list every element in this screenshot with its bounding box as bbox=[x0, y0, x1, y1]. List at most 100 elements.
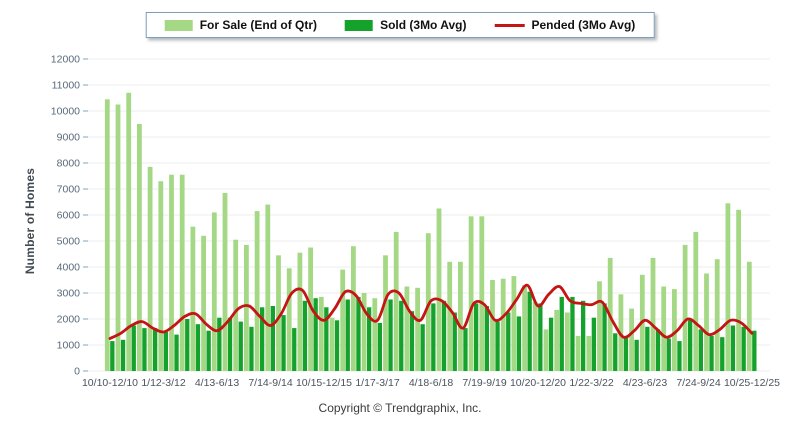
sold-bar bbox=[655, 329, 661, 371]
forsale-bar bbox=[351, 246, 356, 371]
sold-bar bbox=[506, 312, 511, 371]
forsale-bar bbox=[211, 212, 217, 371]
sold-bar bbox=[516, 316, 522, 371]
forsale-bar bbox=[511, 276, 517, 371]
pended-line bbox=[108, 283, 754, 340]
sold-bar bbox=[120, 339, 126, 371]
forsale-bar bbox=[415, 287, 420, 371]
sold-bar bbox=[570, 296, 575, 371]
forsale-bar bbox=[704, 273, 709, 371]
forsale-bar bbox=[179, 174, 185, 371]
forsale-bar bbox=[244, 244, 249, 371]
y-tick-label: 10000 bbox=[51, 106, 80, 118]
legend-item-sold: Sold (3Mo Avg) bbox=[345, 18, 467, 32]
forsale-bar bbox=[468, 216, 474, 371]
x-tick-label: 10/25-12/25 bbox=[724, 377, 780, 389]
x-tick-label: 7/19-9/19 bbox=[462, 377, 507, 389]
forsale-bar bbox=[126, 92, 132, 372]
sold-bar bbox=[730, 325, 736, 371]
sold-bar bbox=[559, 296, 564, 371]
forsale-bar bbox=[436, 208, 442, 371]
sold-bar bbox=[388, 299, 393, 371]
forsale-bar bbox=[404, 286, 410, 371]
sold-swatch bbox=[345, 19, 374, 31]
sold-bar bbox=[548, 317, 554, 371]
sold-bar bbox=[131, 325, 136, 371]
sold-bar bbox=[527, 291, 532, 371]
sold-bar bbox=[623, 335, 629, 371]
forsale-bar bbox=[297, 252, 303, 371]
sold-bar bbox=[260, 307, 265, 371]
forsale-bar bbox=[682, 244, 688, 371]
sold-bar bbox=[677, 341, 682, 371]
forsale-bar bbox=[661, 286, 667, 371]
forsale-bar bbox=[169, 174, 174, 371]
sold-bar bbox=[420, 324, 425, 371]
sold-bar bbox=[538, 303, 543, 371]
pended-legend-label: Pended (3Mo Avg) bbox=[531, 18, 636, 32]
y-tick-label: 8000 bbox=[57, 158, 81, 170]
sold-bar bbox=[324, 307, 329, 371]
sold-bar bbox=[709, 335, 714, 371]
y-tick-label: 0 bbox=[74, 366, 80, 378]
forsale-bar bbox=[586, 335, 592, 371]
sold-bar bbox=[645, 326, 650, 371]
sold-bar bbox=[163, 332, 168, 371]
x-tick-label: 10/20-12/20 bbox=[510, 377, 566, 389]
y-axis-title: Number of Homes bbox=[23, 167, 37, 275]
y-tick-label: 11000 bbox=[52, 80, 81, 92]
forsale-bar bbox=[115, 104, 121, 371]
sold-bar bbox=[270, 306, 275, 371]
forsale-bar bbox=[425, 233, 431, 371]
forsale-bar bbox=[500, 278, 506, 371]
sold-bar bbox=[495, 321, 500, 371]
sold-bar bbox=[377, 322, 382, 371]
sold-bar bbox=[463, 328, 468, 371]
x-tick-label: 1/17-3/17 bbox=[355, 377, 400, 389]
sold-legend-label: Sold (3Mo Avg) bbox=[380, 18, 467, 32]
forsale-bar bbox=[137, 124, 142, 371]
y-tick-label: 7000 bbox=[57, 184, 81, 196]
forsale-bar bbox=[522, 285, 527, 371]
sold-bar bbox=[142, 328, 147, 371]
sold-bar bbox=[206, 330, 211, 371]
y-tick-label: 9000 bbox=[57, 132, 81, 144]
sold-bar bbox=[720, 337, 725, 371]
sold-bar bbox=[281, 315, 286, 371]
sold-bar bbox=[217, 317, 222, 371]
forsale-bar bbox=[286, 268, 292, 371]
sold-bar bbox=[292, 328, 297, 371]
y-tick-label: 6000 bbox=[57, 210, 81, 222]
y-tick-label: 2000 bbox=[57, 314, 81, 326]
sold-bar bbox=[581, 300, 586, 371]
sold-bar bbox=[356, 296, 361, 371]
forsale-bar bbox=[265, 204, 271, 371]
sold-bar bbox=[227, 317, 233, 371]
x-tick-label: 7/14-9/14 bbox=[248, 377, 293, 389]
y-tick-label: 4000 bbox=[57, 262, 81, 274]
forsale-legend-label: For Sale (End of Qtr) bbox=[199, 18, 318, 32]
sold-bar bbox=[613, 333, 618, 371]
y-tick-label: 12000 bbox=[51, 54, 80, 66]
forsale-bar bbox=[447, 261, 453, 371]
forsale-bar bbox=[329, 317, 335, 371]
forsale-bar bbox=[233, 239, 239, 371]
sold-bar bbox=[238, 321, 243, 371]
forsale-bar bbox=[672, 289, 677, 371]
y-tick-label: 1000 bbox=[57, 340, 81, 352]
forsale-bar bbox=[714, 259, 720, 371]
sold-bar bbox=[367, 307, 372, 371]
x-tick-label: 4/18-6/18 bbox=[409, 377, 454, 389]
sold-bar bbox=[591, 317, 596, 371]
forsale-bar bbox=[479, 216, 485, 371]
copyright-text: Copyright © Trendgraphix, Inc. bbox=[318, 401, 482, 415]
sold-bar bbox=[195, 324, 201, 371]
forsale-bar bbox=[746, 261, 752, 371]
legend-item-forsale: For Sale (End of Qtr) bbox=[164, 18, 318, 32]
sold-bar bbox=[752, 330, 757, 371]
sold-bar bbox=[399, 300, 404, 371]
forsale-bar bbox=[693, 231, 699, 371]
forsale-bar bbox=[190, 226, 196, 371]
legend-item-pended: Pended (3Mo Avg) bbox=[494, 18, 636, 32]
sold-bar bbox=[484, 306, 489, 371]
